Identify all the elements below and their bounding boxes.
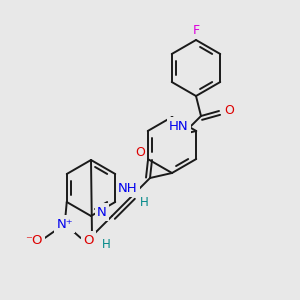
Text: HN: HN <box>169 119 189 133</box>
Text: H: H <box>140 196 148 208</box>
Text: O: O <box>224 103 234 116</box>
Text: F: F <box>192 23 200 37</box>
Text: N: N <box>97 206 107 218</box>
Text: ⁻O: ⁻O <box>25 233 43 247</box>
Text: O: O <box>83 233 94 247</box>
Text: N⁺: N⁺ <box>56 218 73 230</box>
Text: O: O <box>135 146 145 158</box>
Text: NH: NH <box>118 182 138 194</box>
Text: H: H <box>102 238 110 250</box>
